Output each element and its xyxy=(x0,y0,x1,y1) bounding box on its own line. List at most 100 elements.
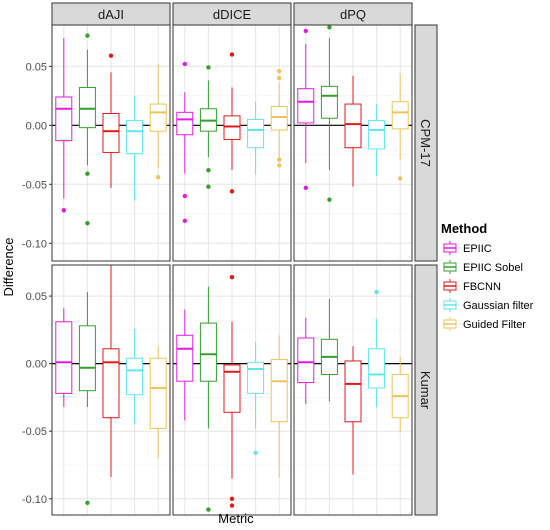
outlier-point xyxy=(229,274,235,280)
legend-item-guided-filter: Guided Filter xyxy=(442,316,526,332)
legend-label: Gaussian filter xyxy=(463,300,534,312)
y-axis-title: Difference xyxy=(1,237,16,296)
box-epiic xyxy=(55,37,73,213)
box-gaussian-filter xyxy=(368,104,386,177)
box-epiic-sobel xyxy=(199,286,217,512)
panel-CPM-17-dDICE xyxy=(172,24,292,262)
strip-bg-dDICE xyxy=(172,2,292,26)
panel-Kumar-dAJI xyxy=(51,264,171,516)
outlier-point xyxy=(206,167,211,173)
outlier-point xyxy=(85,171,90,176)
legend-label: FBCNN xyxy=(463,281,501,293)
outlier-point xyxy=(182,61,187,67)
strip-bg-dAJI xyxy=(51,2,171,26)
box-iqr xyxy=(149,357,167,430)
y-tick-label: -0.10 xyxy=(22,494,47,506)
box-iqr xyxy=(102,113,120,153)
y-tick-label: -0.05 xyxy=(22,179,47,191)
outlier-point xyxy=(156,175,161,180)
box-guided-filter xyxy=(391,356,409,433)
box-iqr xyxy=(391,101,409,130)
outlier-point xyxy=(206,184,211,189)
box-gaussian-filter xyxy=(126,328,144,425)
outlier-point xyxy=(253,450,258,456)
outlier-point xyxy=(182,193,187,199)
legend: Method EPIIC EPIIC Sobel FBCNN Gaussian fil… xyxy=(441,221,534,332)
legend-label: EPIIC xyxy=(463,243,492,255)
box-iqr xyxy=(126,120,144,155)
box-iqr xyxy=(102,348,120,419)
outlier-point xyxy=(277,157,282,162)
box-iqr xyxy=(270,105,288,131)
box-fbcnn xyxy=(223,274,241,508)
box-epiic xyxy=(176,309,194,421)
strip-label-dPQ: dPQ xyxy=(340,7,366,22)
box-iqr xyxy=(320,85,338,119)
box-iqr xyxy=(78,325,96,392)
outlier-point xyxy=(206,65,211,70)
strips-layer: dAJI dDICE dPQ CPM-17 Kumar xyxy=(51,2,438,516)
box-fbcnn xyxy=(344,346,362,475)
box-fbcnn xyxy=(223,52,241,194)
box-iqr xyxy=(199,322,217,382)
legend-title: Method xyxy=(441,221,487,236)
box-iqr xyxy=(270,359,288,423)
legend-item-epiic-sobel: EPIIC Sobel xyxy=(442,259,523,275)
strip-label-dAJI: dAJI xyxy=(98,7,124,22)
box-epiic xyxy=(176,61,194,224)
strip-label-dDICE: dDICE xyxy=(213,7,252,22)
panel-CPM-17-dPQ xyxy=(293,24,413,262)
box-iqr xyxy=(223,115,241,140)
panel-CPM-17-dAJI xyxy=(51,24,171,262)
box-epiic-sobel xyxy=(78,33,96,226)
box-epiic xyxy=(55,308,73,407)
box-guided-filter xyxy=(149,346,167,459)
panels-layer xyxy=(51,24,413,516)
outlier-point xyxy=(182,218,187,224)
box-iqr xyxy=(223,364,241,413)
panel-Kumar-dPQ xyxy=(293,264,413,516)
box-iqr xyxy=(344,103,362,149)
box-iqr xyxy=(368,348,386,389)
legend-item-gaussian-filter: Gaussian filter xyxy=(442,297,534,313)
box-iqr xyxy=(126,357,144,396)
y-tick-label: -0.05 xyxy=(22,426,47,438)
box-epiic-sobel xyxy=(320,25,338,202)
outlier-point xyxy=(229,496,235,501)
outlier-point xyxy=(303,28,308,34)
box-iqr xyxy=(78,87,96,129)
box-epiic xyxy=(297,317,315,405)
box-guided-filter xyxy=(270,68,288,168)
y-tick-label: 0.05 xyxy=(26,61,47,73)
box-iqr xyxy=(368,120,386,150)
outlier-point xyxy=(277,75,282,81)
box-iqr xyxy=(55,96,73,142)
strip-bg-CPM-17 xyxy=(414,24,438,262)
box-fbcnn xyxy=(102,265,120,478)
outlier-point xyxy=(108,53,114,58)
outlier-point xyxy=(327,197,332,202)
y-tick-label: -0.10 xyxy=(22,238,47,250)
legend-label: Guided Filter xyxy=(463,319,526,331)
box-fbcnn xyxy=(102,53,120,188)
box-gaussian-filter xyxy=(247,342,265,456)
panel-border xyxy=(51,264,171,516)
outlier-point xyxy=(85,33,90,38)
box-iqr xyxy=(176,111,194,136)
legend-item-epiic: EPIIC xyxy=(442,240,492,256)
outlier-point xyxy=(277,163,282,168)
legend-items: EPIIC EPIIC Sobel FBCNN Gaussian filter Guid… xyxy=(442,240,534,332)
box-iqr xyxy=(247,361,265,394)
box-iqr xyxy=(176,334,194,382)
box-iqr xyxy=(247,118,265,149)
panel-Kumar-dDICE xyxy=(172,264,292,516)
outlier-point xyxy=(229,189,235,194)
box-epiic-sobel xyxy=(320,298,338,402)
panel-border xyxy=(172,264,292,516)
outlier-point xyxy=(303,185,308,191)
y-tick-label: 0.05 xyxy=(26,291,47,303)
box-iqr xyxy=(297,88,315,124)
x-axis-title: Metric xyxy=(218,511,254,526)
strip-label-Kumar: Kumar xyxy=(418,371,433,410)
